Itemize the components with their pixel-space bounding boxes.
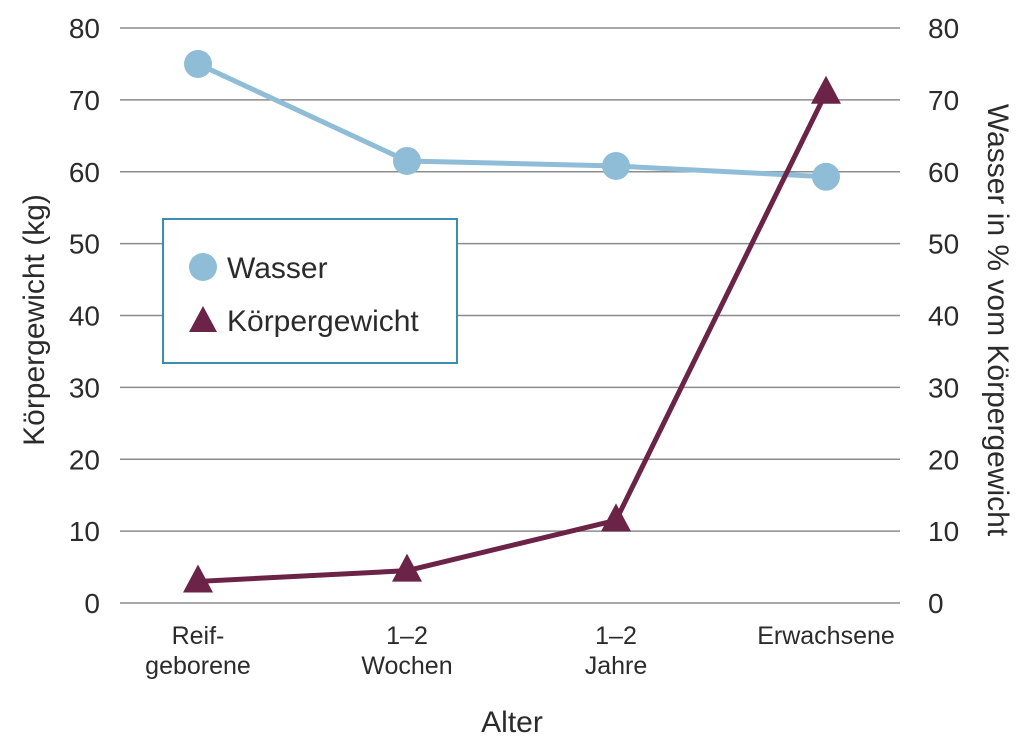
data-point-circle [184,49,212,78]
x-category-label: 1–2 Wochen [361,622,452,680]
x-category-label: Reif-geborene [145,622,251,680]
legend: Wasser Körpergewicht [162,218,458,364]
right-y-axis-ticks: 0 10 20 30 40 50 60 70 80 [928,13,959,619]
legend-box [162,218,458,364]
left-y-axis-ticks: 0 10 20 30 40 50 60 70 80 [69,13,100,619]
right-y-tick-label: 50 [928,229,959,260]
legend-koerpergewicht-marker [189,306,217,332]
left-y-tick-label: 10 [69,516,100,547]
x-axis-category-labels: Reif-geborene 1–2 Wochen 1–2 Jahre Erwachsene [145,622,895,680]
series-layer [183,49,841,593]
left-y-tick-label: 20 [69,444,100,475]
x-category-label: 1–2 Jahre [585,622,648,680]
left-y-tick-label: 30 [69,372,100,403]
right-y-tick-label: 10 [928,516,959,547]
series-wasser [184,49,840,191]
right-y-tick-label: 60 [928,157,959,188]
legend-wasser-marker [189,253,217,281]
series-koerpergewicht [183,75,841,593]
left-y-tick-label: 40 [69,301,100,332]
data-point-triangle [811,75,841,104]
left-y-tick-label: 0 [84,588,100,619]
data-point-circle [393,146,421,175]
left-y-tick-label: 60 [69,157,100,188]
right-y-tick-label: 30 [928,372,959,403]
x-axis-title: Alter [481,706,543,739]
left-y-axis-title: Körpergewicht (kg) [18,194,51,446]
right-y-tick-label: 80 [928,13,959,44]
right-y-tick-label: 40 [928,301,959,332]
right-y-axis-title: Wasser in % vom Körpergewicht [981,104,1014,537]
left-y-tick-label: 70 [69,85,100,116]
data-point-circle [602,152,630,180]
data-point-triangle [601,503,631,532]
legend-koerpergewicht-label: Körpergewicht [227,305,419,338]
x-category-label: Erwachsene [757,622,895,650]
series-line [197,91,829,584]
data-point-triangle [183,564,213,593]
left-y-tick-label: 50 [69,229,100,260]
right-y-tick-label: 70 [928,85,959,116]
left-y-tick-label: 80 [69,13,100,44]
series-line [196,61,827,180]
right-y-tick-label: 20 [928,444,959,475]
data-point-circle [812,162,840,191]
legend-wasser-label: Wasser [227,252,328,285]
right-y-tick-label: 0 [928,588,944,619]
data-point-triangle [392,553,422,582]
